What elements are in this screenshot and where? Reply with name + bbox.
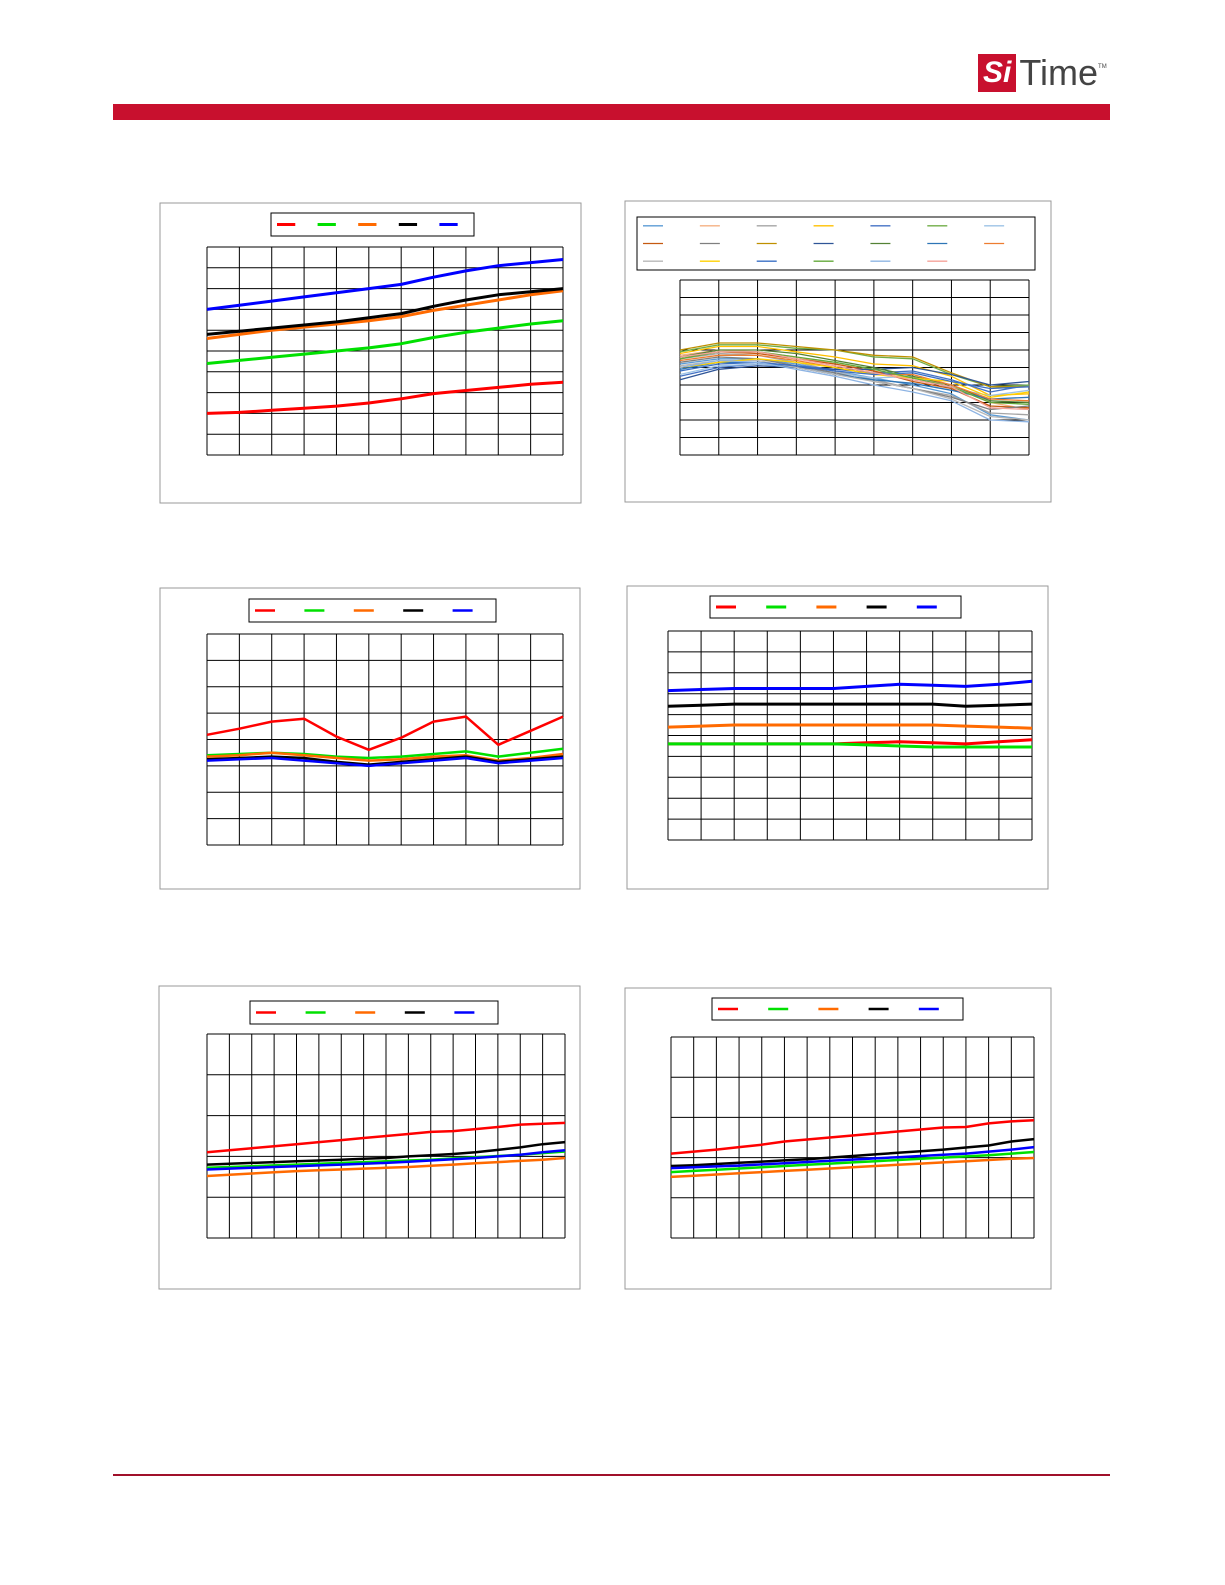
data-line xyxy=(667,679,1033,693)
data-line xyxy=(670,1150,1035,1174)
data-line xyxy=(667,702,1033,708)
chart-frame xyxy=(626,585,1049,890)
data-line xyxy=(679,344,1030,388)
data-line xyxy=(670,1137,1035,1168)
logo-mark: Si xyxy=(978,54,1017,92)
data-line xyxy=(206,751,564,762)
chart-frame xyxy=(624,987,1052,1290)
chart-frame xyxy=(159,202,582,504)
data-line xyxy=(206,755,564,766)
data-line xyxy=(206,289,564,340)
data-line xyxy=(679,359,1030,423)
data-line xyxy=(670,1156,1035,1179)
data-line xyxy=(206,1140,566,1166)
data-line xyxy=(206,1149,566,1171)
data-line xyxy=(679,358,1030,398)
logo: Si Time TM xyxy=(978,54,1107,92)
legend xyxy=(636,216,1036,271)
header-band xyxy=(113,104,1110,120)
data-line xyxy=(206,715,564,752)
footer-rule xyxy=(113,1474,1110,1476)
data-line xyxy=(206,756,564,768)
data-line xyxy=(206,1121,566,1154)
data-line xyxy=(206,380,564,415)
data-line xyxy=(667,723,1033,730)
chart-frame xyxy=(159,587,581,890)
data-line xyxy=(668,742,1032,749)
data-line xyxy=(679,361,1030,390)
data-line xyxy=(206,287,564,336)
data-line xyxy=(679,349,1030,404)
logo-name: Time xyxy=(1019,52,1099,93)
data-line xyxy=(206,258,564,311)
trademark: TM xyxy=(1098,64,1107,70)
data-line xyxy=(206,319,564,365)
data-line xyxy=(206,1156,566,1178)
data-line xyxy=(670,1118,1035,1155)
data-line xyxy=(670,1145,1035,1170)
data-line xyxy=(679,351,1030,411)
